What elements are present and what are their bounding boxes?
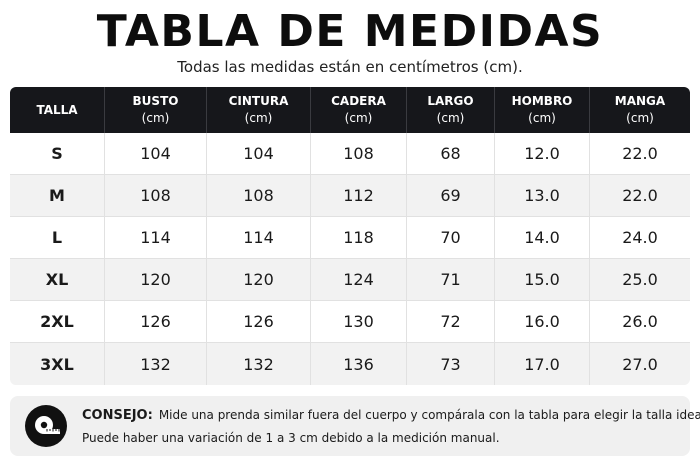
column-header-largo: LARGO (cm): [407, 87, 495, 133]
column-header-label: CADERA: [331, 94, 386, 108]
column-header-label: BUSTO: [132, 94, 179, 108]
table-cell: 120: [207, 259, 311, 301]
table-row: L 114 114 118 70 14.0 24.0: [10, 217, 690, 259]
table-cell: 27.0: [590, 343, 690, 385]
column-header-label: HOMBRO: [511, 94, 573, 108]
table-row: S 104 104 108 68 12.0 22.0: [10, 133, 690, 175]
table-cell: 69: [407, 175, 495, 217]
table-header-row: TALLA BUSTO (cm) CINTURA (cm) CADERA (cm) L…: [10, 87, 690, 133]
table-cell: 108: [105, 175, 207, 217]
table-cell: 14.0: [495, 217, 590, 259]
column-header-unit: (cm): [244, 111, 273, 125]
table-cell: 26.0: [590, 301, 690, 343]
size-chart-table: TALLA BUSTO (cm) CINTURA (cm) CADERA (cm) L…: [10, 87, 690, 385]
column-header-hombro: HOMBRO (cm): [495, 87, 590, 133]
table-cell: 126: [207, 301, 311, 343]
table-cell: 104: [105, 133, 207, 175]
table-cell: 126: [105, 301, 207, 343]
size-cell: 3XL: [10, 343, 105, 385]
column-header-label: CINTURA: [228, 94, 289, 108]
table-row: M 108 108 112 69 13.0 22.0: [10, 175, 690, 217]
column-header-talla: TALLA: [10, 87, 105, 133]
table-cell: 16.0: [495, 301, 590, 343]
table-cell: 118: [311, 217, 407, 259]
table-cell: 108: [311, 133, 407, 175]
column-header-busto: BUSTO (cm): [105, 87, 207, 133]
table-cell: 22.0: [590, 133, 690, 175]
table-row: 2XL 126 126 130 72 16.0 26.0: [10, 301, 690, 343]
column-header-label: LARGO: [427, 94, 474, 108]
table-cell: 24.0: [590, 217, 690, 259]
table-cell: 15.0: [495, 259, 590, 301]
measuring-tape-icon: [25, 405, 67, 447]
table-cell: 25.0: [590, 259, 690, 301]
tip-text-2: Puede haber una variación de 1 a 3 cm de…: [82, 431, 500, 445]
table-cell: 70: [407, 217, 495, 259]
table-cell: 114: [105, 217, 207, 259]
table-cell: 71: [407, 259, 495, 301]
column-header-manga: MANGA (cm): [590, 87, 690, 133]
column-header-unit: (cm): [344, 111, 373, 125]
tip-box: CONSEJO: Mide una prenda similar fuera de…: [10, 396, 700, 456]
size-cell: M: [10, 175, 105, 217]
page-subtitle: Todas las medidas están en centímetros (…: [177, 58, 523, 76]
table-cell: 132: [105, 343, 207, 385]
column-header-unit: (cm): [528, 111, 556, 125]
table-cell: 73: [407, 343, 495, 385]
tip-label: CONSEJO:: [82, 408, 153, 423]
table-row: XL 120 120 124 71 15.0 25.0: [10, 259, 690, 301]
table-cell: 124: [311, 259, 407, 301]
table-cell: 17.0: [495, 343, 590, 385]
table-cell: 130: [311, 301, 407, 343]
column-header-label: TALLA: [36, 102, 78, 117]
column-header-unit: (cm): [141, 111, 170, 125]
size-cell: XL: [10, 259, 105, 301]
table-cell: 72: [407, 301, 495, 343]
size-cell: S: [10, 133, 105, 175]
table-cell: 13.0: [495, 175, 590, 217]
size-cell: L: [10, 217, 105, 259]
table-cell: 12.0: [495, 133, 590, 175]
column-header-unit: (cm): [626, 111, 654, 125]
table-cell: 132: [207, 343, 311, 385]
tip-line-1: CONSEJO: Mide una prenda similar fuera de…: [82, 407, 700, 424]
table-cell: 136: [311, 343, 407, 385]
column-header-label: MANGA: [614, 94, 666, 108]
table-cell: 68: [407, 133, 495, 175]
table-cell: 22.0: [590, 175, 690, 217]
table-cell: 112: [311, 175, 407, 217]
column-header-unit: (cm): [436, 111, 465, 125]
column-header-cadera: CADERA (cm): [311, 87, 407, 133]
table-cell: 104: [207, 133, 311, 175]
table-cell: 108: [207, 175, 311, 217]
table-cell: 114: [207, 217, 311, 259]
tip-text-1: Mide una prenda similar fuera del cuerpo…: [158, 408, 700, 422]
size-cell: 2XL: [10, 301, 105, 343]
column-header-cintura: CINTURA (cm): [207, 87, 311, 133]
table-row: 3XL 132 132 136 73 17.0 27.0: [10, 343, 690, 385]
table-cell: 120: [105, 259, 207, 301]
page-title: TABLA DE MEDIDAS: [96, 6, 604, 57]
